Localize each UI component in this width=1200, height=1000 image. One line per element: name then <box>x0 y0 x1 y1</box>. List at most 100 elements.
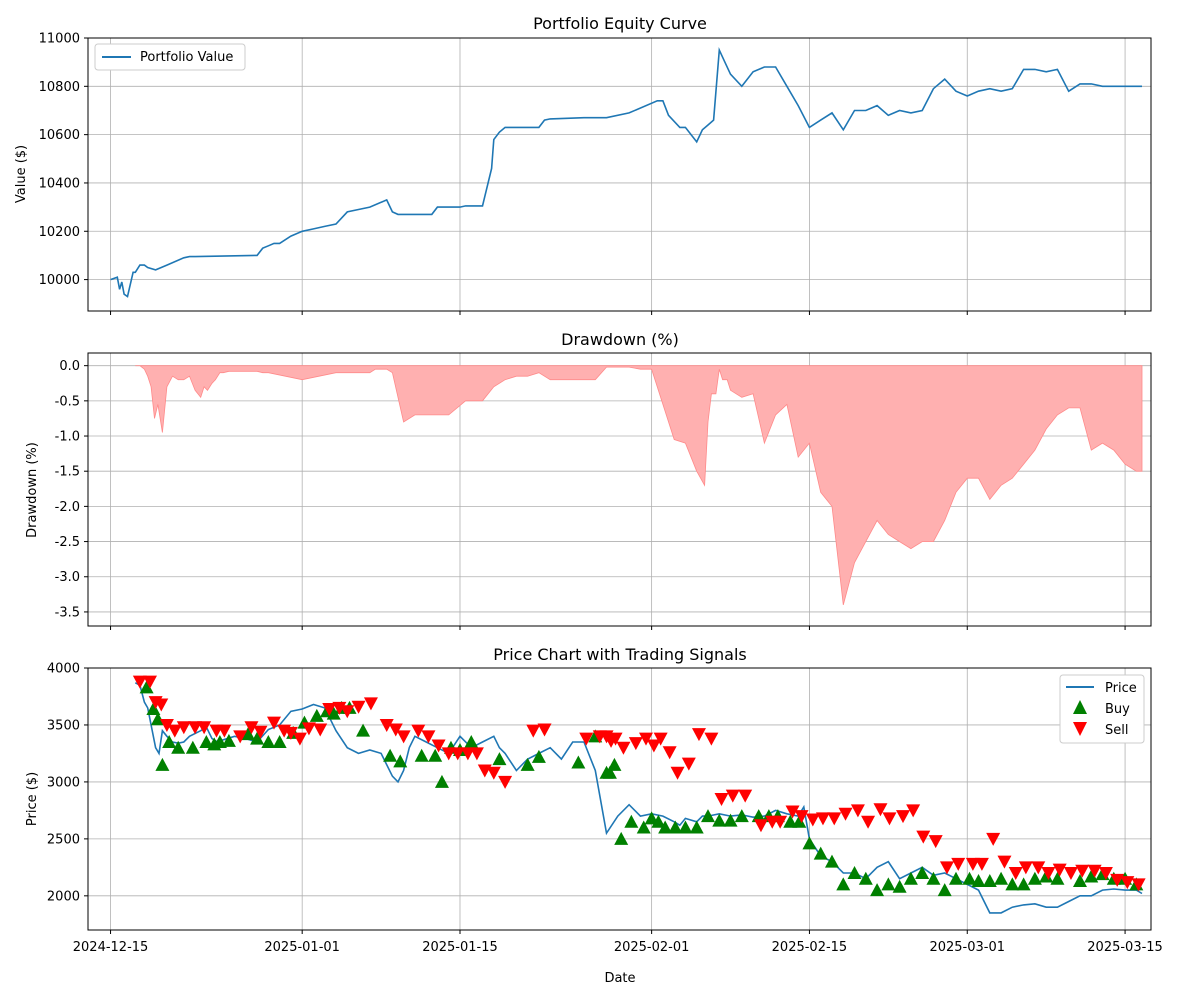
drawdown-ytick-label: -0.5 <box>55 394 80 409</box>
equity-xticks <box>110 311 1126 315</box>
buy-signal-marker <box>926 871 941 885</box>
buy-signal-marker <box>162 735 177 749</box>
buy-signal-marker <box>734 809 749 823</box>
sell-signal-marker <box>681 757 696 771</box>
buy-signal-marker <box>636 820 651 834</box>
buy-signal-marker <box>150 712 165 726</box>
sell-signal-marker <box>132 675 147 689</box>
price-xtick-label: 2025-01-01 <box>264 940 340 955</box>
buy-signal-marker <box>261 735 276 749</box>
sell-signal-marker <box>176 721 191 735</box>
price-xtick-label: 2025-03-01 <box>929 940 1005 955</box>
sell-signal-marker <box>704 732 719 746</box>
buy-signal-marker <box>836 877 851 891</box>
price-legend: Price Buy Sell <box>1059 674 1145 744</box>
sell-signal-marker <box>197 721 212 735</box>
buy-signal-marker <box>383 748 398 762</box>
price-xticks: 2024-12-15 2025-01-01 2025-01-15 2025-02-01… <box>73 930 1163 955</box>
sell-signal-marker <box>1087 864 1102 878</box>
sell-signal-marker <box>1075 864 1090 878</box>
sell-signal-marker <box>873 803 888 817</box>
equity-ytick-label: 10600 <box>39 128 80 143</box>
buy-signal-marker <box>723 813 738 827</box>
sell-signal-marker <box>785 805 800 819</box>
equity-legend: Portfolio Value <box>94 43 246 71</box>
equity-legend-box <box>94 43 246 71</box>
sell-signal-marker <box>421 730 436 744</box>
price-legend-label-buy: Buy <box>1105 702 1130 717</box>
buy-signal-marker <box>881 877 896 891</box>
drawdown-ytick-label: -1.5 <box>55 465 80 480</box>
buy-signal-marker <box>1039 869 1054 883</box>
sell-signal-marker <box>1041 867 1056 881</box>
sell-signal-marker <box>805 813 820 827</box>
drawdown-ytick-label: -2.0 <box>55 500 80 515</box>
buy-signal-marker <box>971 874 986 888</box>
sell-signal-marker <box>301 722 316 736</box>
buy-signal-marker <box>326 706 341 720</box>
drawdown-xticks <box>110 626 1126 630</box>
sell-signal-marker <box>217 724 232 738</box>
buy-signal-marker <box>393 754 408 768</box>
buy-signal-marker <box>700 809 715 823</box>
buy-signal-marker <box>1005 877 1020 891</box>
sell-signal-marker <box>1131 878 1146 892</box>
sell-signal-marker <box>986 832 1001 846</box>
sell-signal-marker <box>188 721 203 735</box>
buy-signal-marker <box>783 814 798 828</box>
buy-signal-marker <box>1084 869 1099 883</box>
buy-signal-marker <box>824 854 839 868</box>
equity-title: Portfolio Equity Curve <box>533 14 707 33</box>
sell-signal-marker <box>896 810 911 824</box>
sell-signal-marker <box>441 747 456 761</box>
buy-signal-marker <box>751 809 766 823</box>
drawdown-ytick-label: -3.0 <box>55 570 80 585</box>
buy-signal-marker <box>678 820 693 834</box>
sell-signal-marker <box>253 725 268 739</box>
sell-signal-marker <box>951 857 966 871</box>
buy-signal-marker <box>272 735 287 749</box>
sell-signal-marker <box>974 857 989 871</box>
sell-signal-marker <box>838 807 853 821</box>
sell-signal-marker <box>167 724 182 738</box>
buy-signal-marker <box>607 757 622 771</box>
buy-signal-marker <box>434 774 449 788</box>
price-panel: Price Chart with Trading Signals Price (… <box>25 645 1163 986</box>
buy-signal-marker <box>962 871 977 885</box>
sell-signal-marker <box>486 766 501 780</box>
drawdown-yticks: 0.0 -0.5 -1.0 -1.5 -2.0 -2.5 -3.0 -3.5 <box>55 359 88 620</box>
sell-signal-marker <box>997 855 1012 869</box>
sell-signal-marker <box>460 747 475 761</box>
sell-signal-marker <box>616 741 631 755</box>
sell-signal-marker <box>794 810 809 824</box>
buy-signal-marker <box>903 871 918 885</box>
buy-signal-marker <box>982 874 997 888</box>
equity-panel: Portfolio Equity Curve Value ($) 1000010… <box>14 14 1152 315</box>
price-xtick-label: 2025-01-15 <box>422 940 498 955</box>
sell-signal-marker <box>939 861 954 875</box>
price-ytick-label: 3500 <box>47 718 80 733</box>
sell-signal-marker <box>332 701 347 715</box>
sell-signal-marker <box>283 726 298 740</box>
buy-signal-marker <box>689 820 704 834</box>
equity-ytick-label: 10000 <box>39 273 80 288</box>
buy-signal-marker <box>146 702 161 716</box>
sell-signal-marker <box>526 724 541 738</box>
sell-signal-marker <box>916 830 931 844</box>
equity-axes-frame <box>87 37 1152 312</box>
sell-signal-marker <box>646 739 661 753</box>
sell-signal-marker <box>1110 873 1125 887</box>
buy-legend-marker <box>1073 700 1087 714</box>
equity-series-line <box>110 47 1142 298</box>
buy-signal-marker <box>712 813 727 827</box>
sell-signal-marker <box>815 812 830 826</box>
price-ytick-label: 3000 <box>47 775 80 790</box>
sell-signal-marker <box>388 723 403 737</box>
price-ytick-label: 4000 <box>47 662 80 677</box>
sell-signal-marker <box>450 747 465 761</box>
buy-signal-marker <box>199 735 214 749</box>
buy-signal-marker <box>668 820 683 834</box>
sell-markers <box>132 675 1146 892</box>
buy-signal-marker <box>241 727 256 741</box>
